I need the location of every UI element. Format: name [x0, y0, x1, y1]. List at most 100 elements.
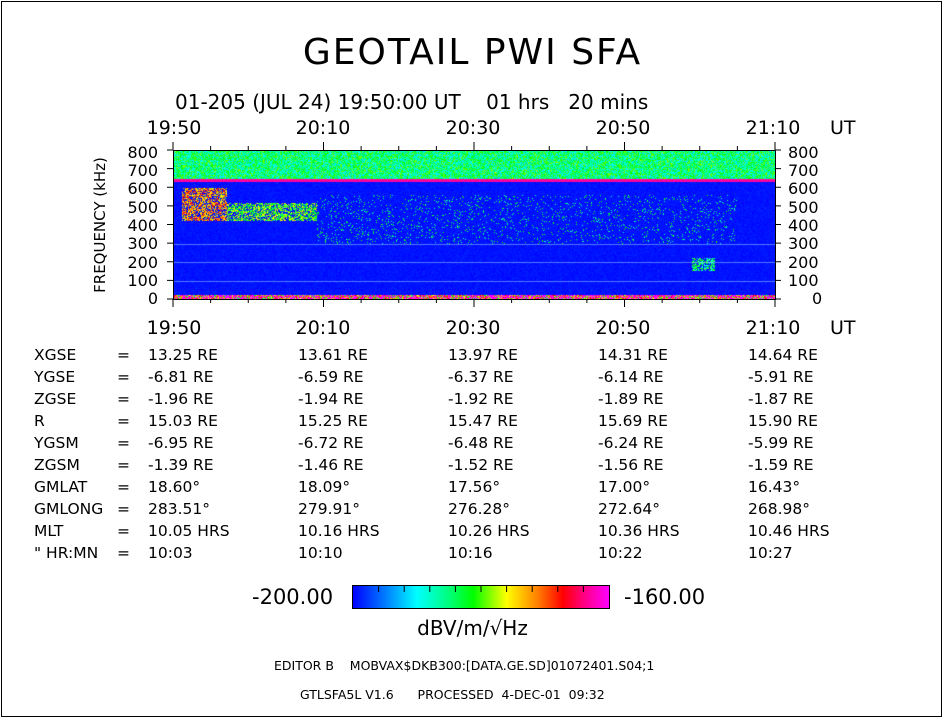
bottom-tick-label: 21:10 — [745, 317, 801, 339]
orbit-row-value: 10.26 HRS — [448, 522, 530, 540]
orbit-row-label: GMLONG — [34, 500, 104, 518]
y-tick-label: 200 — [127, 253, 158, 272]
chart-subtitle: 01-205 (JUL 24) 19:50:00 UT 01 hrs 20 mi… — [175, 90, 649, 114]
orbit-row-value: 15.03 RE — [148, 412, 218, 430]
orbit-row-equals: = — [117, 368, 130, 386]
orbit-row-value: -6.14 RE — [598, 368, 664, 386]
orbit-row-value: 10:27 — [748, 544, 793, 562]
y-tick-label: 800 — [127, 143, 158, 162]
colorbar-min-label: -200.00 — [252, 585, 334, 609]
orbit-row-value: -6.72 RE — [298, 434, 364, 452]
top-time-unit: UT — [830, 117, 856, 139]
orbit-row-value: 13.25 RE — [148, 346, 218, 364]
orbit-row-value: 15.25 RE — [298, 412, 368, 430]
orbit-row-value: 18.09° — [298, 478, 351, 496]
orbit-row-value: 10.46 HRS — [748, 522, 830, 540]
y-tick-label: 300 — [127, 234, 158, 253]
orbit-row-value: -1.96 RE — [148, 390, 214, 408]
orbit-row-value: -1.87 RE — [748, 390, 814, 408]
orbit-row-equals: = — [117, 500, 130, 518]
orbit-row-value: -6.59 RE — [298, 368, 364, 386]
orbit-row-value: -1.52 RE — [448, 456, 514, 474]
orbit-row-value: 10:16 — [448, 544, 493, 562]
orbit-row-value: -1.39 RE — [148, 456, 214, 474]
chart-title: GEOTAIL PWI SFA — [302, 32, 643, 73]
y-tick-label-right: 100 — [788, 271, 819, 290]
orbit-row-value: 268.98° — [748, 500, 810, 518]
orbit-row-value: 13.61 RE — [298, 346, 368, 364]
y-tick-label: 700 — [127, 161, 158, 180]
orbit-row-label: GMLAT — [34, 478, 88, 496]
orbit-row-equals: = — [117, 478, 130, 496]
y-tick-label: 100 — [127, 271, 158, 290]
y-tick-label: 400 — [127, 216, 158, 235]
orbit-row-value: 17.56° — [448, 478, 501, 496]
orbit-row-label: ZGSM — [34, 456, 80, 474]
colorbar-ticks — [378, 586, 584, 592]
orbit-row-value: 279.91° — [298, 500, 360, 518]
orbit-row-label: YGSM — [34, 434, 79, 452]
orbit-row-value: 17.00° — [598, 478, 651, 496]
orbit-row-value: 10:03 — [148, 544, 193, 562]
orbit-row-value: -5.99 RE — [748, 434, 814, 452]
bottom-tick-label: 19:50 — [146, 317, 202, 339]
orbit-row-value: 15.47 RE — [448, 412, 518, 430]
y-tick-label: 500 — [127, 198, 158, 217]
orbit-row-value: -6.48 RE — [448, 434, 514, 452]
footer-editor: EDITOR B MOBVAX$DKB300:[DATA.GE.SD]01072… — [274, 658, 655, 673]
top-tick-label: 20:30 — [445, 117, 501, 139]
orbit-row-value: 276.28° — [448, 500, 510, 518]
bottom-tick-label: 20:50 — [595, 317, 651, 339]
orbit-row-value: 272.64° — [598, 500, 660, 518]
orbit-row-label: MLT — [34, 522, 64, 540]
orbit-row-value: -1.59 RE — [748, 456, 814, 474]
orbit-row-equals: = — [117, 544, 130, 562]
bottom-tick-label: 20:30 — [445, 317, 501, 339]
top-tick-label: 21:10 — [745, 117, 801, 139]
orbit-row-value: 18.60° — [148, 478, 201, 496]
orbit-row-value: -1.94 RE — [298, 390, 364, 408]
orbit-row-value: 10:22 — [598, 544, 643, 562]
y-tick-label-right: 300 — [788, 234, 819, 253]
orbit-row-label: " HR:MN — [34, 544, 99, 562]
orbit-row-value: -6.81 RE — [148, 368, 214, 386]
bottom-time-unit: UT — [830, 317, 856, 339]
y-tick-label-right: 600 — [788, 179, 819, 198]
colorbar-max-label: -160.00 — [624, 585, 706, 609]
orbit-row-label: XGSE — [34, 346, 77, 364]
orbit-row-value: 10:10 — [298, 544, 343, 562]
orbit-row-value: 10.36 HRS — [598, 522, 680, 540]
orbit-row-value: -5.91 RE — [748, 368, 814, 386]
y-tick-label-right: 0 — [812, 289, 823, 308]
orbit-row-value: 14.64 RE — [748, 346, 818, 364]
orbit-row-value: -6.95 RE — [148, 434, 214, 452]
orbit-row-value: -1.56 RE — [598, 456, 664, 474]
orbit-row-equals: = — [117, 390, 130, 408]
orbit-row-label: YGSE — [34, 368, 76, 386]
orbit-row-value: 15.69 RE — [598, 412, 668, 430]
orbit-row-equals: = — [117, 434, 130, 452]
top-tick-label: 20:50 — [595, 117, 651, 139]
top-tick-label: 20:10 — [295, 117, 351, 139]
y-tick-label-right: 800 — [788, 143, 819, 162]
top-tick-label: 19:50 — [146, 117, 202, 139]
colorbar-unit: dBV/m/√Hz — [417, 616, 528, 640]
orbit-row-value: 10.16 HRS — [298, 522, 380, 540]
orbit-row-value: 14.31 RE — [598, 346, 668, 364]
orbit-row-value: 283.51° — [148, 500, 210, 518]
orbit-row-value: -1.89 RE — [598, 390, 664, 408]
orbit-row-value: -6.37 RE — [448, 368, 514, 386]
y-tick-label: 600 — [127, 179, 158, 198]
orbit-row-value: -6.24 RE — [598, 434, 664, 452]
orbit-row-equals: = — [117, 522, 130, 540]
orbit-row-equals: = — [117, 412, 130, 430]
y-tick-label-right: 500 — [788, 198, 819, 217]
y-tick-label: 0 — [147, 289, 158, 308]
orbit-row-value: -1.92 RE — [448, 390, 514, 408]
y-tick-label-right: 200 — [788, 253, 819, 272]
orbit-row-value: -1.46 RE — [298, 456, 364, 474]
orbit-row-value: 13.97 RE — [448, 346, 518, 364]
y-tick-label-right: 400 — [788, 216, 819, 235]
orbit-row-value: 16.43° — [748, 478, 801, 496]
